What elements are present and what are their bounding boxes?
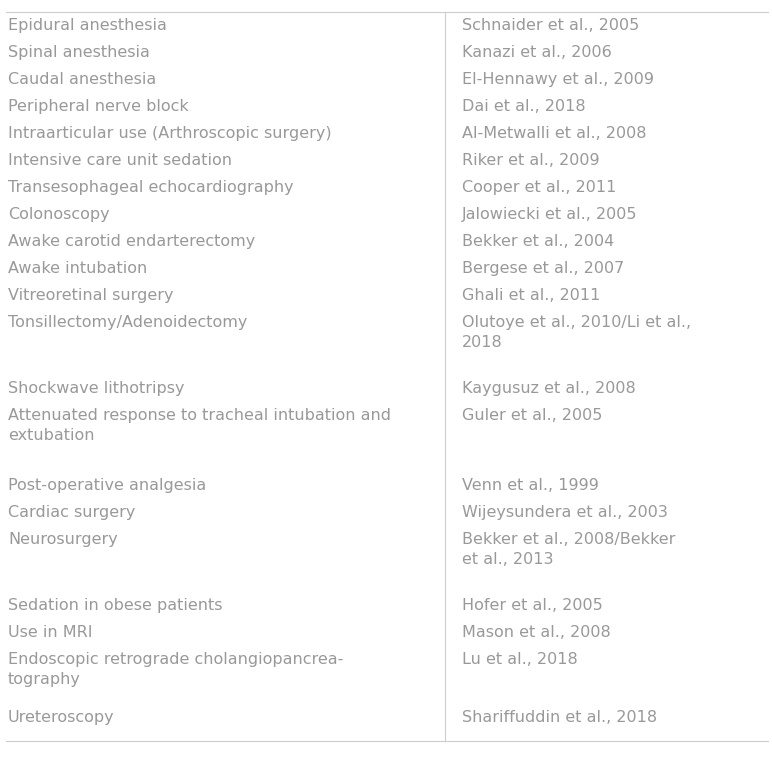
Text: Intensive care unit sedation: Intensive care unit sedation [8,153,232,168]
Text: Al-Metwalli et al., 2008: Al-Metwalli et al., 2008 [462,126,646,141]
Text: Endoscopic retrograde cholangiopancrea-
tography: Endoscopic retrograde cholangiopancrea- … [8,652,344,687]
Text: Intraarticular use (Arthroscopic surgery): Intraarticular use (Arthroscopic surgery… [8,126,332,141]
Text: El-Hennawy et al., 2009: El-Hennawy et al., 2009 [462,72,654,87]
Text: Ghali et al., 2011: Ghali et al., 2011 [462,288,601,303]
Text: Wijeysundera et al., 2003: Wijeysundera et al., 2003 [462,505,668,520]
Text: Transesophageal echocardiography: Transesophageal echocardiography [8,180,293,195]
Text: Post-operative analgesia: Post-operative analgesia [8,478,206,493]
Text: Ureteroscopy: Ureteroscopy [8,710,114,725]
Text: Riker et al., 2009: Riker et al., 2009 [462,153,600,168]
Text: Hofer et al., 2005: Hofer et al., 2005 [462,598,603,613]
Text: Mason et al., 2008: Mason et al., 2008 [462,625,611,640]
Text: Cooper et al., 2011: Cooper et al., 2011 [462,180,616,195]
Text: Sedation in obese patients: Sedation in obese patients [8,598,222,613]
Text: Attenuated response to tracheal intubation and
extubation: Attenuated response to tracheal intubati… [8,408,391,443]
Text: Bergese et al., 2007: Bergese et al., 2007 [462,261,625,276]
Text: Colonoscopy: Colonoscopy [8,207,110,222]
Text: Kaygusuz et al., 2008: Kaygusuz et al., 2008 [462,381,636,396]
Text: Schnaider et al., 2005: Schnaider et al., 2005 [462,18,639,33]
Text: Spinal anesthesia: Spinal anesthesia [8,45,150,60]
Text: Use in MRI: Use in MRI [8,625,93,640]
Text: Venn et al., 1999: Venn et al., 1999 [462,478,599,493]
Text: Bekker et al., 2008/Bekker
et al., 2013: Bekker et al., 2008/Bekker et al., 2013 [462,532,676,566]
Text: Guler et al., 2005: Guler et al., 2005 [462,408,602,423]
Text: Kanazi et al., 2006: Kanazi et al., 2006 [462,45,611,60]
Text: Jalowiecki et al., 2005: Jalowiecki et al., 2005 [462,207,638,222]
Text: Epidural anesthesia: Epidural anesthesia [8,18,167,33]
Text: Bekker et al., 2004: Bekker et al., 2004 [462,234,615,249]
Text: Lu et al., 2018: Lu et al., 2018 [462,652,577,667]
Text: Awake carotid endarterectomy: Awake carotid endarterectomy [8,234,256,249]
Text: Neurosurgery: Neurosurgery [8,532,118,547]
Text: Awake intubation: Awake intubation [8,261,147,276]
Text: Vitreoretinal surgery: Vitreoretinal surgery [8,288,174,303]
Text: Tonsillectomy/Adenoidectomy: Tonsillectomy/Adenoidectomy [8,315,247,330]
Text: Caudal anesthesia: Caudal anesthesia [8,72,156,87]
Text: Shariffuddin et al., 2018: Shariffuddin et al., 2018 [462,710,657,725]
Text: Olutoye et al., 2010/Li et al.,
2018: Olutoye et al., 2010/Li et al., 2018 [462,315,691,350]
Text: Cardiac surgery: Cardiac surgery [8,505,135,520]
Text: Peripheral nerve block: Peripheral nerve block [8,99,188,114]
Text: Dai et al., 2018: Dai et al., 2018 [462,99,586,114]
Text: Shockwave lithotripsy: Shockwave lithotripsy [8,381,185,396]
